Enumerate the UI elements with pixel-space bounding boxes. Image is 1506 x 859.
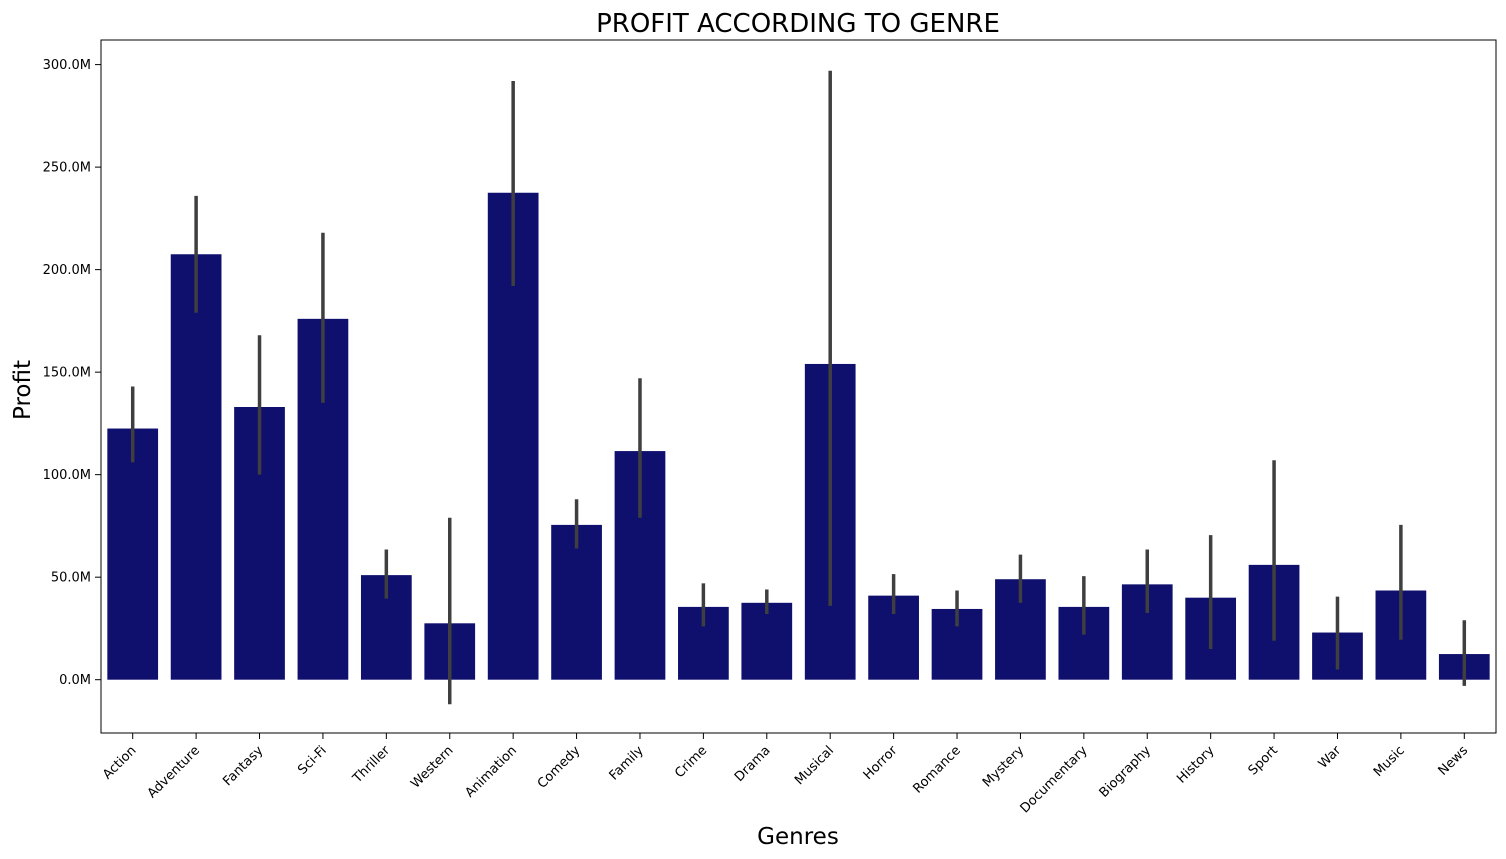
y-tick-label: 300.0M	[43, 58, 91, 73]
bar-adventure	[170, 254, 222, 680]
x-axis: Action Adventure Fantasy Sci-Fi Thriller West…	[100, 733, 1471, 816]
x-tick-label: Action	[100, 743, 139, 782]
x-tick-label: Biography	[1097, 743, 1155, 801]
y-tick-label: 50.0M	[51, 571, 91, 586]
x-tick-label: Musical	[792, 743, 837, 788]
x-tick-label: Drama	[732, 743, 774, 785]
bar-drama	[741, 602, 793, 680]
x-tick-label: Documentary	[1018, 743, 1091, 816]
errorbars-layer	[130, 70, 1467, 705]
x-tick-label: Western	[408, 743, 456, 791]
x-tick-label: Romance	[911, 743, 964, 796]
x-tick-label: Music	[1371, 743, 1408, 780]
bar-comedy	[551, 524, 602, 680]
x-tick-label: Sci-Fi	[295, 743, 330, 778]
x-tick-label: Horror	[861, 743, 901, 783]
y-axis: 0.0M 50.0M 100.0M 150.0M 200.0M 250.0M 300.0M	[43, 58, 101, 688]
bar-action	[107, 428, 159, 680]
y-tick-label: 100.0M	[43, 468, 91, 483]
x-tick-label: War	[1316, 743, 1345, 772]
y-tick-label: 150.0M	[43, 366, 91, 381]
x-tick-label: Crime	[672, 743, 710, 781]
x-tick-label: News	[1436, 743, 1472, 779]
plot-frame	[100, 39, 1497, 734]
x-tick-label: Adventure	[145, 743, 203, 801]
y-tick-label: 200.0M	[43, 263, 91, 278]
x-tick-label: Mystery	[980, 743, 1027, 790]
x-tick-label: Fantasy	[220, 743, 266, 789]
x-tick-label: Comedy	[535, 743, 584, 792]
x-tick-label: Sport	[1246, 743, 1281, 778]
x-tick-label: Thriller	[350, 743, 394, 787]
x-tick-label: Animation	[463, 743, 520, 800]
y-tick-label: 0.0M	[59, 673, 91, 688]
x-tick-label: Family	[607, 743, 647, 783]
chart-title: PROFIT ACCORDING TO GENRE	[596, 9, 1000, 39]
x-tick-label: History	[1174, 743, 1218, 787]
bars-layer	[107, 192, 1490, 680]
y-tick-label: 250.0M	[43, 161, 91, 176]
y-axis-label: Profit	[10, 360, 36, 420]
x-axis-label: Genres	[757, 824, 839, 850]
